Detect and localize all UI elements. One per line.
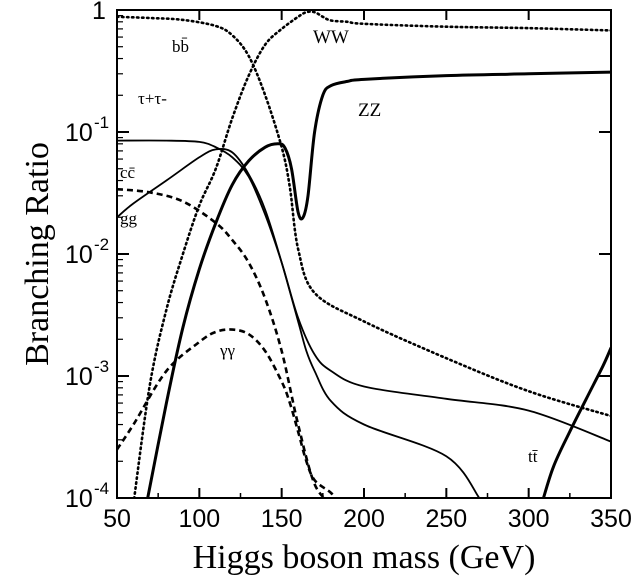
y-tick-exponent: -1 [94,113,109,132]
series-line-tt [541,346,611,498]
series-line-zz [146,70,611,498]
series-line-tautau [117,139,611,443]
series-labels: bb̄ WW ZZ τ+τ-cc̄ gg γγ tt̄ [120,27,538,466]
series-label-zz: ZZ [358,100,381,121]
y-tick-label: 10 [65,485,93,513]
y-tick-exponent: -3 [94,357,109,376]
series-label-gg: gg [120,209,138,228]
x-tick-label: 350 [590,505,632,533]
series-label-cc: cc̄ [120,163,136,182]
y-tick-label: 10 [65,363,93,391]
series-line-ww [132,10,611,498]
series-label-ww: WW [313,27,349,48]
series-line-bb [117,15,611,418]
series-label-gammagamma: γγ [219,341,236,360]
series-line-cc [117,148,481,498]
y-axis-title: Branching Ratio [19,142,56,366]
series-lines [117,10,611,498]
x-ticks: 50 100 150 200 250 300 350 [103,10,632,533]
x-axis-title: Higgs boson mass (GeV) [193,539,536,576]
y-tick-label: 10 [65,241,93,269]
y-tick-label: 1 [92,0,106,25]
x-tick-label: 250 [425,505,467,533]
x-tick-label: 200 [343,505,385,533]
y-tick-label: 10 [65,119,93,147]
x-tick-label: 100 [178,505,220,533]
series-label-tautau: τ+τ- [138,89,167,108]
y-tick-exponent: -4 [94,479,109,498]
y-ticks: 110-110-210-310-4 [65,0,611,513]
series-label-bb: bb̄ [172,37,189,56]
series-label-tt: tt̄ [528,447,538,466]
x-tick-label: 300 [508,505,550,533]
x-tick-label: 150 [261,505,303,533]
y-tick-exponent: -2 [94,235,109,254]
series-line-gammagamma [117,328,338,498]
x-tick-label: 50 [103,505,131,533]
